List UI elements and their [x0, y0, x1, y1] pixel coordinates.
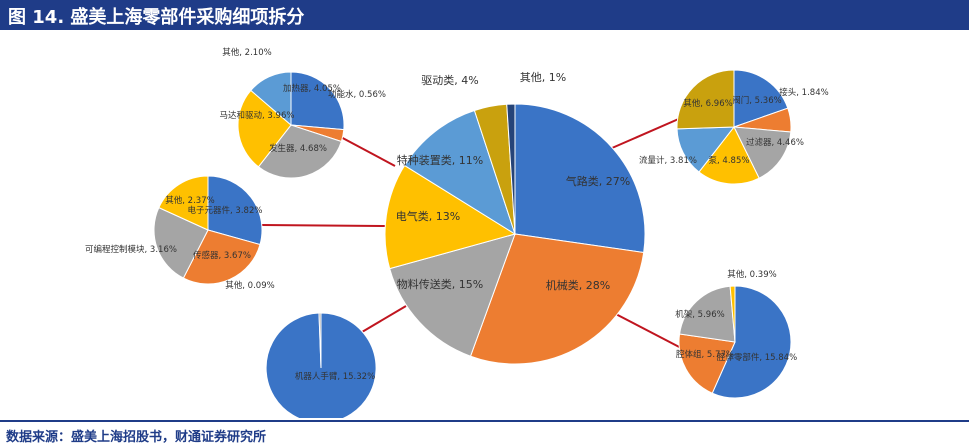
label-gas-5: 其他, 6.96% — [683, 98, 732, 109]
slice-main-0 — [514, 103, 646, 254]
slice-mech-1 — [678, 333, 736, 394]
slice-electric-0 — [207, 175, 263, 246]
label-mech-3: 其他, 0.39% — [727, 269, 776, 280]
slice-electric-3 — [158, 175, 209, 231]
label-special-0: 加热器, 4.05% — [283, 83, 341, 94]
conn-special — [336, 134, 396, 167]
title-bar: 图 14. 盛美上海零部件采购细项拆分 — [0, 0, 969, 30]
label-main-1: 机械类, 28% — [546, 278, 610, 292]
slice-mech-0 — [711, 285, 792, 399]
slice-transfer-1 — [318, 312, 322, 369]
label-gas-4: 流量计, 3.81% — [639, 155, 697, 166]
slice-main-2 — [389, 233, 516, 357]
slice-special-0 — [290, 71, 345, 131]
conn-transfer — [361, 305, 407, 333]
footer-divider — [0, 420, 969, 422]
label-mech-2: 机架, 5.96% — [675, 309, 724, 320]
conn-electric — [261, 224, 386, 227]
slice-main-6 — [506, 103, 516, 235]
label-main-5: 驱动类, 4% — [421, 73, 478, 87]
pie-gas — [676, 69, 792, 185]
slice-gas-2 — [733, 126, 792, 179]
slice-mech-3 — [729, 285, 736, 343]
label-gas-0: 阀门, 5.36% — [732, 95, 781, 106]
label-special-2: 发生器, 4.68% — [269, 143, 327, 154]
pie-charts — [153, 69, 792, 418]
label-mech-1: 腔体组, 5.77% — [676, 349, 734, 360]
slice-special-2 — [257, 124, 343, 179]
label-electric-3: 其他, 2.37% — [165, 195, 214, 206]
label-electric-1: 传感器, 3.67% — [193, 250, 251, 261]
label-transfer-0: 机器人手臂, 15.32% — [295, 371, 375, 382]
slice-main-4 — [403, 109, 516, 236]
label-transfer-1: 其他, 0.09% — [225, 280, 274, 291]
slice-special-3 — [237, 89, 292, 168]
pie-of-pies-chart: 气路类, 27% 机械类, 28% 物料传送类, 15% 电气类, 13% 特种装置类,… — [85, 47, 829, 418]
pie-special — [237, 71, 345, 179]
figure-title: 图 14. 盛美上海零部件采购细项拆分 — [8, 7, 305, 28]
label-main-4: 特种装置类, 11% — [397, 153, 483, 167]
label-mech-0: 腔体零部件, 15.84% — [717, 352, 797, 363]
label-special-3: 马达和驱动, 3.96% — [220, 110, 295, 121]
label-electric-0: 电子元器件, 3.82% — [188, 205, 263, 216]
label-gas-1: 接头, 1.84% — [779, 87, 828, 98]
slice-electric-1 — [182, 229, 261, 285]
pie-electric — [153, 175, 263, 285]
label-main-2: 物料传送类, 15% — [397, 277, 483, 291]
label-gas-3: 泵, 4.85% — [709, 156, 750, 166]
slice-special-4 — [250, 71, 292, 127]
label-electric-2: 可编程控制模块, 3.16% — [85, 244, 177, 255]
label-main-0: 气路类, 27% — [566, 174, 630, 188]
source-note: 数据来源：盛美上海招股书，财通证券研究所 — [6, 430, 267, 445]
slice-gas-3 — [698, 126, 760, 185]
slice-main-3 — [384, 164, 517, 270]
pie-transfer — [265, 312, 377, 418]
slice-gas-5 — [676, 69, 735, 130]
slice-electric-2 — [153, 206, 209, 279]
slice-mech-2 — [679, 285, 736, 343]
label-gas-2: 过滤器, 4.46% — [746, 137, 804, 148]
slice-main-1 — [469, 233, 645, 365]
pie-labels: 气路类, 27% 机械类, 28% 物料传送类, 15% 电气类, 13% 特种装置类,… — [85, 47, 829, 382]
conn-mech — [607, 309, 686, 351]
pie-mech — [678, 285, 792, 399]
label-special-1: 功能水, 0.56% — [328, 89, 386, 100]
label-special-4: 其他, 2.10% — [222, 47, 271, 58]
label-main-6: 其他, 1% — [520, 71, 566, 84]
pie-main — [384, 103, 646, 365]
label-main-3: 电气类, 13% — [396, 209, 460, 223]
